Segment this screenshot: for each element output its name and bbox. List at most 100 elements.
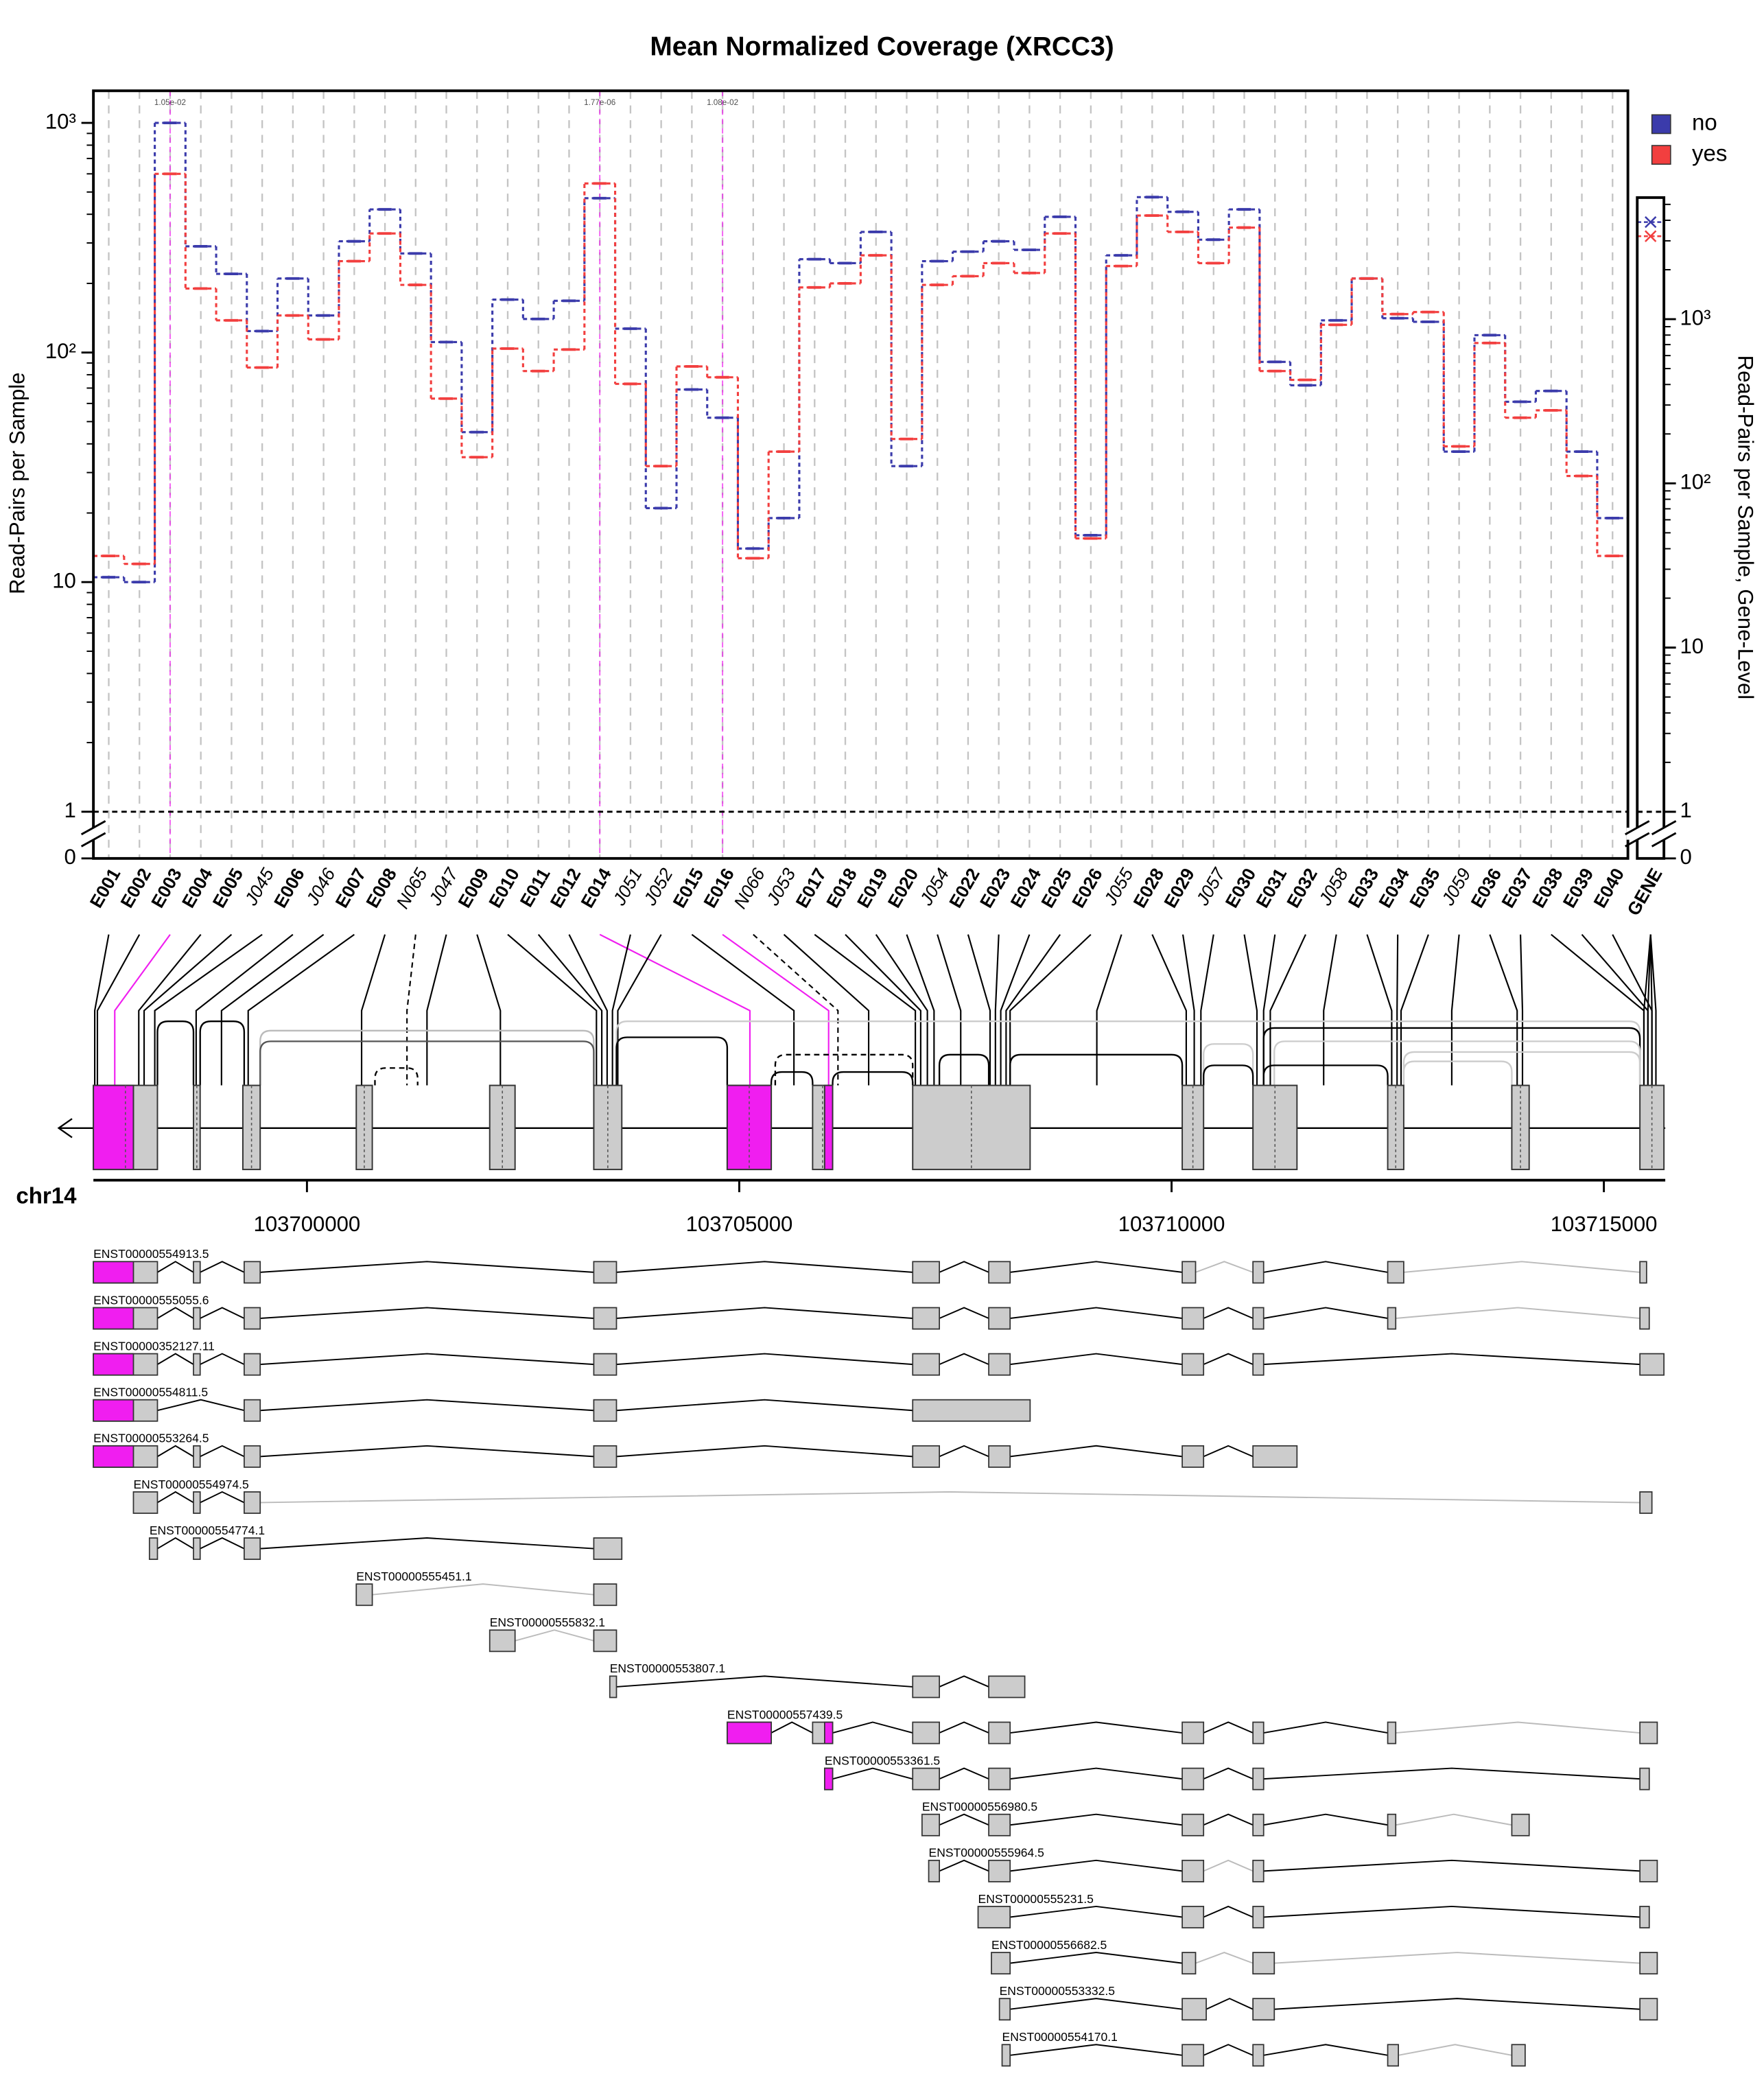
transcript-label: ENST00000554913.5 bbox=[93, 1247, 209, 1261]
intron bbox=[260, 1491, 1640, 1504]
legend-label: yes bbox=[1692, 141, 1727, 166]
axis-break-gap bbox=[1653, 828, 1675, 840]
y2-axis-label: Read-Pairs per Sample, Gene-Level bbox=[1734, 355, 1758, 700]
feature-connector bbox=[114, 934, 171, 1086]
transcript-exon-significant bbox=[823, 1721, 834, 1745]
feature-connector bbox=[507, 933, 598, 1086]
genome-tick-label: 103700000 bbox=[254, 1212, 361, 1236]
transcript-exon bbox=[1181, 1767, 1205, 1790]
intron bbox=[260, 1353, 594, 1366]
feature-connector bbox=[1005, 934, 1061, 1086]
intron bbox=[939, 1767, 989, 1780]
chromosome-label: chr14 bbox=[16, 1184, 77, 1209]
x-tick-label: E008 bbox=[362, 865, 401, 911]
junction-arc bbox=[1402, 1060, 1513, 1086]
x-tick-label: E015 bbox=[669, 865, 708, 911]
transcript-exon bbox=[988, 1353, 1011, 1376]
intron bbox=[1010, 1813, 1183, 1826]
x-tick-label: E029 bbox=[1160, 865, 1199, 911]
axis-break bbox=[1651, 820, 1677, 836]
transcript-exon-significant bbox=[823, 1767, 834, 1790]
transcript-exon bbox=[593, 1261, 618, 1284]
transcript-exon bbox=[1181, 1906, 1205, 1928]
transcript-exon bbox=[1252, 1261, 1265, 1284]
intron bbox=[616, 1353, 913, 1366]
intron bbox=[1010, 1767, 1183, 1780]
junction-arc bbox=[199, 1020, 246, 1086]
transcript-exon bbox=[1252, 1906, 1265, 1928]
feature-connector bbox=[1269, 934, 1306, 1086]
y-tick-label: 10² bbox=[45, 339, 76, 363]
feature-connector bbox=[154, 933, 263, 1086]
x-tick-label: E016 bbox=[699, 865, 738, 911]
feature-connector bbox=[1323, 934, 1337, 1086]
transcript-exon bbox=[193, 1261, 201, 1284]
x-tick-label: E037 bbox=[1497, 865, 1536, 911]
intron bbox=[939, 1813, 989, 1826]
x-tick-label: E012 bbox=[546, 865, 585, 911]
transcript-label: ENST00000556682.5 bbox=[991, 1938, 1107, 1952]
transcript-exon bbox=[1181, 1813, 1205, 1836]
intron bbox=[939, 1859, 989, 1872]
transcript-exon bbox=[1387, 1721, 1397, 1745]
chart-title: Mean Normalized Coverage (XRCC3) bbox=[650, 32, 1114, 61]
feature-connector bbox=[1520, 934, 1524, 1086]
transcript-exon bbox=[1387, 2044, 1400, 2067]
junction-arc bbox=[1402, 1051, 1641, 1086]
intron bbox=[832, 1721, 913, 1734]
feature-connector bbox=[617, 934, 662, 1086]
transcript-exon bbox=[489, 1629, 516, 1653]
intron bbox=[1403, 1261, 1640, 1273]
axis-break bbox=[80, 820, 106, 836]
intron bbox=[939, 1721, 989, 1734]
transcript-exon bbox=[193, 1445, 201, 1468]
x-tick-label: E025 bbox=[1037, 865, 1076, 911]
transcript-exon bbox=[1511, 2044, 1526, 2067]
intron bbox=[372, 1583, 594, 1596]
feature-connector bbox=[94, 934, 110, 1086]
feature-connector bbox=[1000, 934, 1031, 1086]
intron bbox=[1263, 1307, 1388, 1319]
intron bbox=[1010, 1905, 1183, 1918]
feature-connector bbox=[722, 933, 830, 1086]
x-tick-label: E024 bbox=[1007, 864, 1046, 911]
transcript-label: ENST00000555055.6 bbox=[93, 1293, 209, 1307]
transcript-exon bbox=[1252, 1445, 1298, 1468]
intron bbox=[1010, 1445, 1183, 1458]
junction-arc bbox=[1203, 1064, 1254, 1086]
junction-arc bbox=[832, 1071, 914, 1086]
x-tick-label: E003 bbox=[147, 865, 186, 911]
feature-connector bbox=[1581, 934, 1649, 1086]
intron bbox=[260, 1399, 594, 1412]
intron bbox=[156, 1261, 194, 1273]
feature-connector bbox=[1647, 934, 1651, 1086]
transcript-exon bbox=[988, 1721, 1011, 1745]
transcript-label: ENST00000556980.5 bbox=[922, 1800, 1037, 1814]
x-tick-label: E001 bbox=[86, 865, 125, 911]
y-tick-label: 0 bbox=[64, 845, 76, 869]
intron bbox=[616, 1445, 913, 1458]
transcript-exon bbox=[1252, 1952, 1275, 1975]
feature-connector bbox=[537, 934, 603, 1086]
transcript-exon bbox=[912, 1445, 941, 1468]
transcript-exon bbox=[593, 1307, 618, 1330]
transcript-exon-significant bbox=[93, 1445, 134, 1468]
transcript-exon bbox=[593, 1537, 623, 1561]
intron bbox=[156, 1445, 194, 1458]
intron bbox=[200, 1261, 245, 1273]
feature-connector bbox=[143, 933, 233, 1086]
intron bbox=[156, 1307, 194, 1319]
transcript-exon bbox=[977, 1906, 1011, 1928]
junction-arc bbox=[374, 1067, 419, 1086]
intron bbox=[200, 1307, 245, 1319]
intron bbox=[200, 1537, 245, 1550]
transcript-exon bbox=[1252, 1353, 1265, 1376]
intron bbox=[1010, 1952, 1183, 1964]
transcript-exon bbox=[988, 1445, 1011, 1468]
transcript-exon bbox=[988, 1261, 1011, 1284]
intron bbox=[939, 1261, 989, 1273]
transcript-label: ENST00000553332.5 bbox=[1000, 1984, 1115, 1998]
y2-tick-label: 10 bbox=[1680, 634, 1704, 658]
